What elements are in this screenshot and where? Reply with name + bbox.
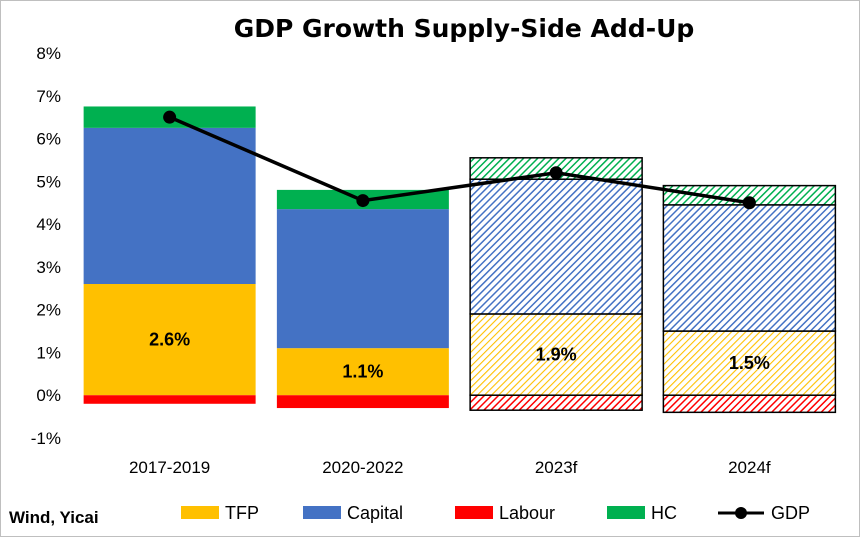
y-tick-label: 5% [36,172,61,191]
gdp-point [163,110,177,124]
gdp-point [549,166,563,180]
legend-label: Labour [499,503,555,523]
bar-labour-2024f [662,394,837,414]
y-tick-label: 7% [36,87,61,106]
y-tick-label: 6% [36,130,61,149]
legend-label: Capital [347,503,403,523]
data-labels: 2.6% 1.1% 1.9% 1.5% [149,330,770,382]
bar-tfp-2024f [662,330,837,396]
legend-swatch-capital [303,506,341,519]
legend-label: HC [651,503,677,523]
bar-labour-2023f [469,394,643,411]
bar-capital-2024f [662,204,837,332]
gdp-polyline [168,115,750,205]
bar-capital-2023f [469,178,643,315]
gdp-line [163,110,756,210]
bar-tfp-2017-2019 [83,284,256,396]
y-tick-label: 0% [36,386,61,405]
data-label: 1.5% [729,353,770,373]
x-category-label: 2020-2022 [322,458,403,477]
gdp-point [356,194,370,208]
data-label: 1.1% [342,362,383,382]
data-label: 1.9% [536,345,577,365]
y-tick-label: 8% [36,44,61,63]
legend-swatch-gdp-marker [735,507,747,519]
x-category-label: 2023f [535,458,578,477]
data-label: 2.6% [149,330,190,350]
y-tick-label: 2% [36,301,61,320]
legend-swatch-labour [455,506,493,519]
legend-label: GDP [771,503,810,523]
y-axis: -1% 0% 1% 2% 3% 4% 5% 6% 7% 8% [31,44,61,448]
source-note: Wind, Yicai [9,508,99,527]
x-category-label: 2024f [728,458,771,477]
y-tick-label: 3% [36,258,61,277]
legend-label: TFP [225,503,259,523]
bar-labour-2017-2019 [83,395,256,404]
gdp-point [742,196,756,210]
x-category-label: 2017-2019 [129,458,210,477]
y-tick-label: 1% [36,343,61,362]
x-axis: 2017-2019 2020-2022 2023f 2024f [129,458,771,477]
y-tick-label: -1% [31,429,61,448]
legend-swatch-tfp [181,506,219,519]
legend-swatch-hc [607,506,645,519]
bar-tfp-2020-2022 [276,348,449,396]
chart-title: GDP Growth Supply-Side Add-Up [234,14,695,43]
bar-capital-2017-2019 [83,127,256,284]
bar-capital-2020-2022 [276,209,449,349]
bars [83,106,837,414]
legend: TFP Capital Labour HC GDP [181,503,810,523]
bar-labour-2020-2022 [276,395,449,409]
y-tick-label: 4% [36,215,61,234]
